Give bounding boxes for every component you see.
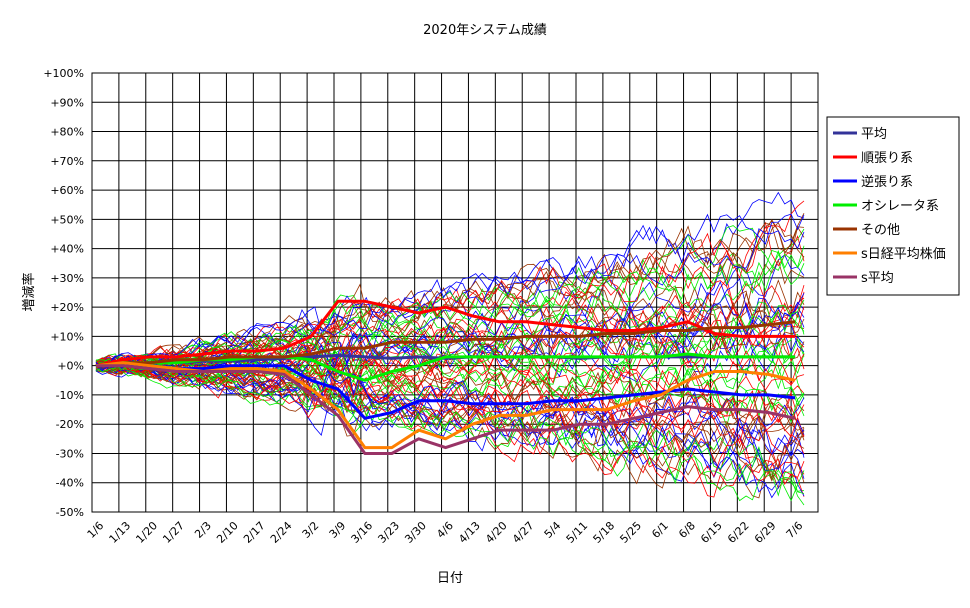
y-tick-label: +50% <box>50 213 84 226</box>
x-tick-label: 6/22 <box>725 519 752 546</box>
y-tick-label: +10% <box>50 330 84 343</box>
system-line <box>95 213 805 369</box>
y-tick-labels: -50% -40% -30% -20% -10% +0% +10% +20% +30% +40% +… <box>43 67 84 519</box>
x-tick-label: 6/8 <box>676 519 698 541</box>
y-tick-label: +0% <box>57 360 84 373</box>
x-tick-label: 1/6 <box>85 519 107 541</box>
legend-label: 順張り系 <box>861 151 913 166</box>
x-tick-label: 4/6 <box>434 519 456 541</box>
x-tick-label: 2/10 <box>214 519 241 546</box>
system-line <box>95 250 805 371</box>
y-tick-label: -50% <box>56 506 84 519</box>
y-tick-label: +60% <box>50 184 84 197</box>
x-tick-label: 5/4 <box>542 519 564 541</box>
system-line <box>95 330 805 392</box>
system-line <box>95 362 805 506</box>
system-line <box>95 191 805 367</box>
x-tick-label: 6/29 <box>752 519 779 546</box>
system-line <box>95 360 805 480</box>
chart-title: 2020年システム成績 <box>423 23 547 38</box>
plot-area <box>91 72 819 513</box>
y-tick-label: -10% <box>56 389 84 402</box>
x-tick-label: 3/9 <box>327 519 349 541</box>
x-tick-label: 5/18 <box>591 519 618 546</box>
x-tick-label: 5/25 <box>617 519 644 546</box>
series-line <box>96 364 796 420</box>
x-tick-label: 2/3 <box>192 519 214 541</box>
system-line <box>95 362 805 499</box>
legend-label: s平均 <box>861 271 894 286</box>
y-tick-label: -20% <box>56 418 84 431</box>
system-line <box>95 360 805 441</box>
system-line <box>95 360 805 497</box>
y-tick-label: -40% <box>56 477 84 490</box>
x-tick-label: 6/1 <box>649 519 671 541</box>
x-tick-label: 1/20 <box>133 519 160 546</box>
x-tick-label: 4/27 <box>510 519 537 546</box>
series-line <box>96 364 796 455</box>
y-axis-label: 増減率 <box>21 272 37 311</box>
x-tick-label: 3/23 <box>375 519 402 546</box>
series-line <box>95 320 796 368</box>
system-line <box>95 360 805 471</box>
x-tick-label: 6/15 <box>698 519 725 546</box>
system-line <box>95 301 805 375</box>
system-line <box>95 366 805 498</box>
x-tick-label: 3/16 <box>349 519 376 546</box>
y-tick-label: +40% <box>50 243 84 256</box>
legend-label: 逆張り系 <box>861 174 913 190</box>
y-tick-label: +90% <box>50 96 84 109</box>
y-tick-label: +70% <box>50 155 84 168</box>
x-tick-label: 3/30 <box>402 519 429 546</box>
y-tick-label: +100% <box>43 67 84 80</box>
legend-label: オシレータ系 <box>861 199 939 214</box>
x-tick-label: 1/27 <box>160 519 187 546</box>
series-lines <box>95 299 796 455</box>
x-tick-label: 7/6 <box>784 519 806 541</box>
y-tick-label: +20% <box>50 301 84 314</box>
x-tick-label: 4/13 <box>456 519 483 546</box>
x-tick-label: 4/20 <box>483 519 510 546</box>
series-line <box>95 299 796 368</box>
x-tick-labels: 1/6 1/13 1/20 1/27 2/3 2/10 2/17 2/24 3/2 3/9 3/16… <box>85 519 806 546</box>
y-tick-label: +30% <box>50 272 84 285</box>
x-axis-label: 日付 <box>437 571 463 586</box>
system-line <box>95 228 805 371</box>
x-tick-label: 3/2 <box>300 519 322 541</box>
x-tick-label: 5/11 <box>564 519 591 546</box>
system-line <box>95 359 805 486</box>
system-line <box>95 277 805 375</box>
x-tick-label: 2/17 <box>241 519 268 546</box>
legend-label: s日経平均株価 <box>861 247 946 262</box>
y-tick-label: -30% <box>56 447 84 460</box>
system-line <box>95 213 805 372</box>
legend-label: 平均 <box>861 127 887 142</box>
legend-label: その他 <box>861 223 900 238</box>
x-tick-label: 2/24 <box>268 519 295 546</box>
y-tick-label: +80% <box>50 126 84 139</box>
system-line <box>95 357 805 442</box>
x-tick-label: 1/13 <box>107 519 134 546</box>
system-line <box>95 218 805 367</box>
grid <box>91 72 819 513</box>
